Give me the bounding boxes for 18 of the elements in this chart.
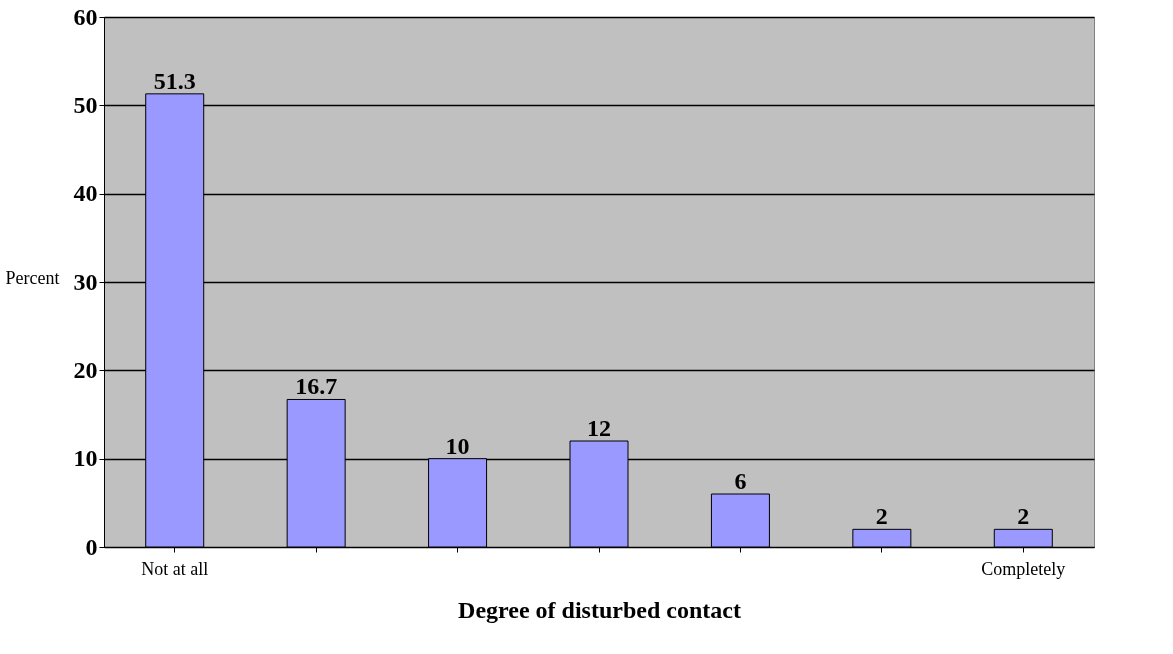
x-tick-label: Completely [981, 558, 1066, 579]
y-tick-label: 20 [73, 356, 98, 383]
data-label: 2 [1017, 503, 1030, 530]
y-tick-label: 40 [73, 180, 98, 207]
x-axis-title: Degree of disturbed contact [458, 596, 741, 623]
y-tick-label: 60 [73, 3, 98, 30]
data-label: 2 [875, 503, 888, 530]
data-label: 51.3 [153, 67, 196, 94]
data-label: 6 [734, 468, 747, 494]
data-label: 10 [445, 432, 470, 459]
y-axis-title: Percent [5, 267, 60, 288]
y-tick-label: 0 [85, 533, 98, 560]
y-tick-label: 50 [73, 91, 98, 118]
y-tick-label: 10 [73, 445, 98, 472]
data-label: 16.7 [295, 373, 338, 400]
x-tick-label: Not at all [141, 558, 209, 579]
y-tick-label: 30 [73, 268, 98, 295]
data-label: 12 [587, 415, 611, 441]
